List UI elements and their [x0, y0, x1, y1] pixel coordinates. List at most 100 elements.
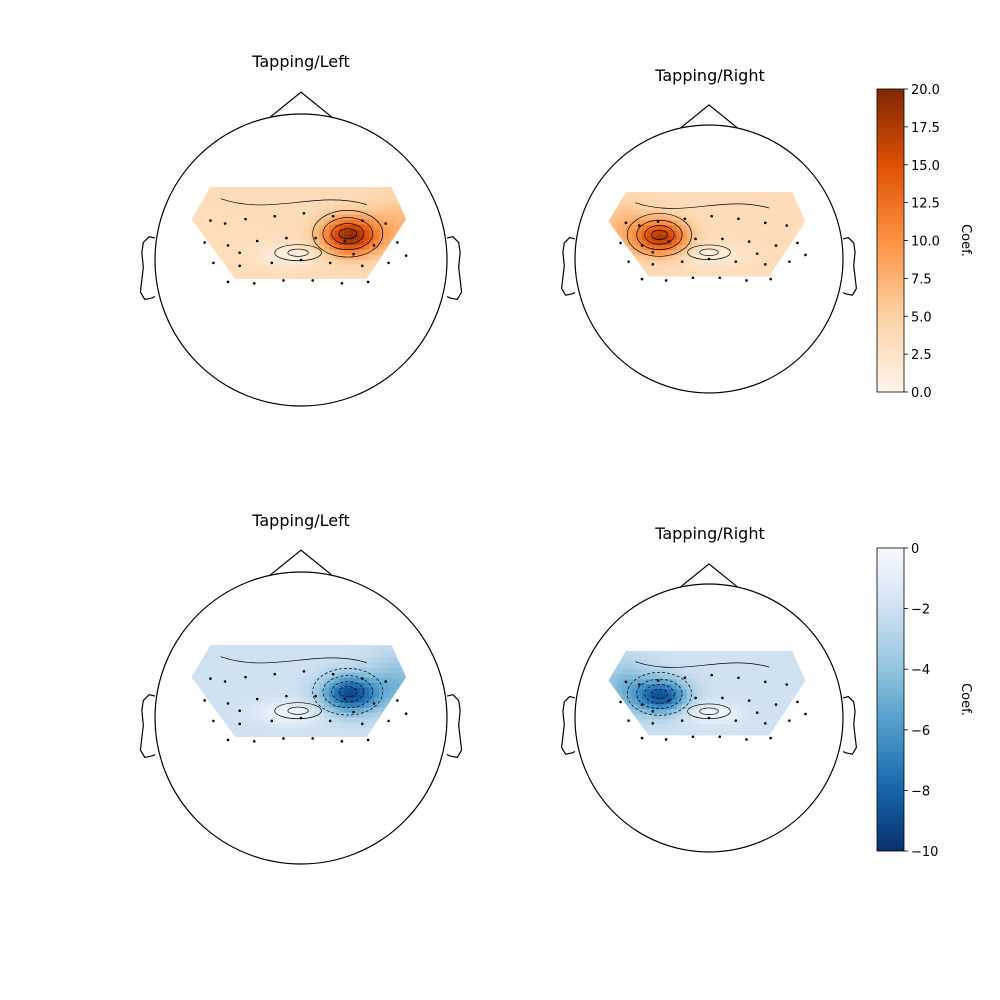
sensor-dot — [619, 241, 622, 245]
sensor-dot — [694, 696, 697, 700]
sensor-dot — [680, 260, 684, 263]
sensor-dot — [282, 737, 285, 740]
sensor-dot — [788, 719, 791, 722]
colorbar-gradient — [876, 88, 905, 393]
colorbar-tick-label: 7.5 — [911, 272, 932, 287]
sensor-dot — [664, 738, 668, 741]
sensor-dot — [404, 712, 408, 715]
sensor-dot — [203, 241, 206, 244]
topomap-panel-3: Tapping/Left — [139, 511, 463, 865]
sensor-dot — [361, 677, 364, 680]
sensor-dot — [273, 672, 277, 676]
sensor-dot — [314, 236, 317, 240]
sensor-dot — [212, 261, 215, 265]
sensor-dot — [640, 736, 644, 740]
sensor-dot — [755, 252, 759, 255]
sensor-dot — [691, 276, 695, 280]
sensor-dot — [203, 699, 206, 702]
sensor-dot — [667, 240, 671, 243]
colorbar-label: Coef. — [958, 683, 973, 716]
sensor-dot — [707, 716, 711, 720]
sensor-dot — [404, 254, 408, 257]
sensor-dot — [366, 738, 370, 742]
colorbar-tick-label: −6 — [911, 724, 930, 739]
sensor-dot — [640, 277, 644, 281]
sensor-dot — [212, 719, 215, 723]
sensor-dot — [396, 241, 399, 244]
sensor-dot — [311, 279, 314, 282]
sensor-dot — [627, 260, 630, 263]
sensor-dot — [384, 680, 387, 683]
sensor-dot — [384, 222, 387, 225]
sensor-dot — [372, 244, 376, 247]
colorbar-tick-label: 12.5 — [911, 197, 940, 212]
nose-outline — [269, 91, 333, 118]
head-outline — [139, 549, 463, 865]
sensor-dot — [707, 257, 711, 261]
heatmap-field — [191, 645, 407, 737]
head-outline — [560, 563, 858, 853]
sensor-dot — [640, 703, 644, 706]
head-outline — [560, 104, 858, 394]
heatmap-field — [608, 192, 806, 277]
sensor-dot — [788, 260, 791, 263]
sensor-dot — [255, 697, 259, 701]
sensor-dot — [302, 211, 306, 215]
colorbar-tick-label: 2.5 — [911, 348, 932, 363]
sensor-dot — [340, 282, 344, 285]
sensor-dot — [255, 239, 259, 243]
sensor-dot — [656, 679, 660, 682]
sensor-dot — [299, 716, 303, 720]
heatmap-field — [608, 651, 806, 736]
sensor-dot — [285, 236, 288, 240]
topomap-panel-1: Tapping/Left — [139, 52, 463, 407]
sensor-dot — [270, 719, 274, 723]
sensor-dot — [718, 735, 722, 739]
sensor-dot — [223, 222, 227, 225]
left-ear-outline — [560, 236, 576, 296]
sensor-dot — [734, 260, 738, 263]
sensor-dot — [691, 735, 695, 739]
sensor-dot — [226, 702, 230, 705]
sensor-dot — [745, 279, 748, 282]
sensor-dot — [331, 672, 335, 676]
nose-outline — [269, 549, 333, 576]
colorbar-tick-label: 20.0 — [911, 83, 940, 98]
sensor-dot — [651, 251, 655, 254]
contour-lines — [220, 198, 384, 262]
sensor-dot — [270, 261, 274, 265]
sensor-markers — [619, 673, 807, 741]
sensor-dot — [361, 722, 364, 726]
sensor-dot — [343, 239, 347, 243]
sensor-dot — [252, 282, 256, 285]
sensor-dot — [238, 251, 241, 254]
sensor-dot — [683, 217, 687, 221]
sensor-dot — [763, 680, 767, 684]
sensor-dot — [226, 280, 230, 284]
sensor-dot — [774, 244, 778, 247]
right-ear-outline — [446, 693, 463, 759]
colorbar-tick-label: −8 — [911, 784, 930, 799]
sensor-dot — [343, 697, 347, 701]
sensor-dot — [651, 710, 655, 713]
sensor-dot — [710, 214, 713, 218]
sensor-dot — [372, 702, 376, 705]
sensor-dot — [619, 700, 622, 704]
sensor-dot — [680, 719, 684, 722]
colorbar-tick-label: 15.0 — [911, 159, 940, 174]
panel-title: Tapping/Right — [654, 524, 765, 543]
sensor-dot — [273, 214, 277, 218]
sensor-dot — [721, 696, 724, 700]
sensor-dot — [683, 676, 687, 680]
panel-title: Tapping/Right — [654, 66, 765, 85]
left-ear-outline — [560, 695, 576, 755]
sensor-dot — [238, 722, 241, 726]
left-ear-outline — [139, 693, 156, 759]
sensor-dot — [209, 219, 212, 222]
colorbar-tick-label: 10.0 — [911, 235, 940, 250]
sensor-dot — [624, 680, 628, 684]
colorbar-tick-label: 5.0 — [911, 310, 932, 325]
sensor-dot — [226, 244, 230, 247]
sensor-dot — [734, 719, 738, 722]
sensor-dot — [396, 699, 399, 702]
